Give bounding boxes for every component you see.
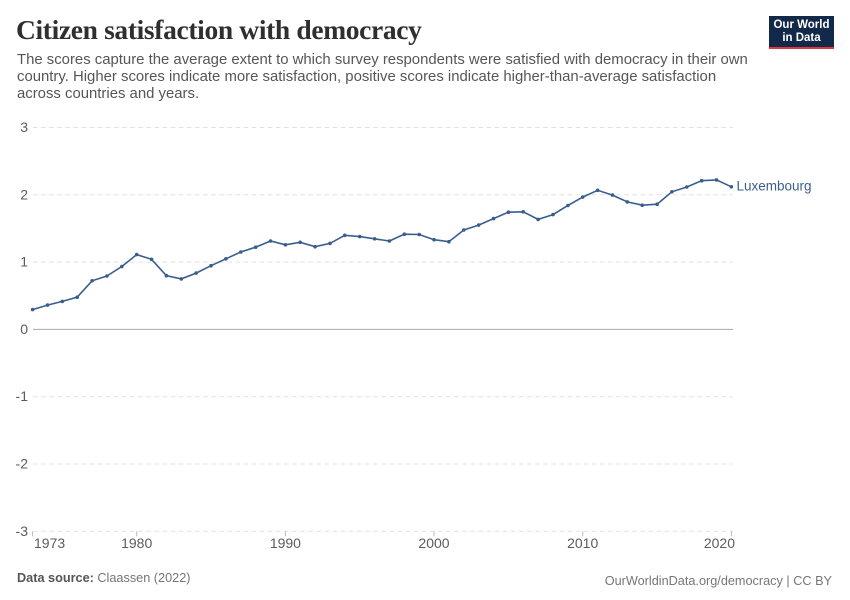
svg-text:1990: 1990 <box>270 535 301 551</box>
svg-text:-2: -2 <box>16 456 29 472</box>
svg-text:1: 1 <box>20 254 28 270</box>
svg-text:1973: 1973 <box>34 535 65 551</box>
svg-text:2: 2 <box>20 186 28 202</box>
svg-text:0: 0 <box>20 321 28 337</box>
svg-text:-3: -3 <box>16 523 29 539</box>
svg-text:2010: 2010 <box>567 535 598 551</box>
svg-text:Luxembourg: Luxembourg <box>737 179 812 194</box>
svg-text:3: 3 <box>20 119 28 135</box>
svg-text:2000: 2000 <box>418 535 449 551</box>
svg-text:2020: 2020 <box>704 535 735 551</box>
svg-text:-1: -1 <box>16 388 29 404</box>
svg-text:1980: 1980 <box>121 535 152 551</box>
